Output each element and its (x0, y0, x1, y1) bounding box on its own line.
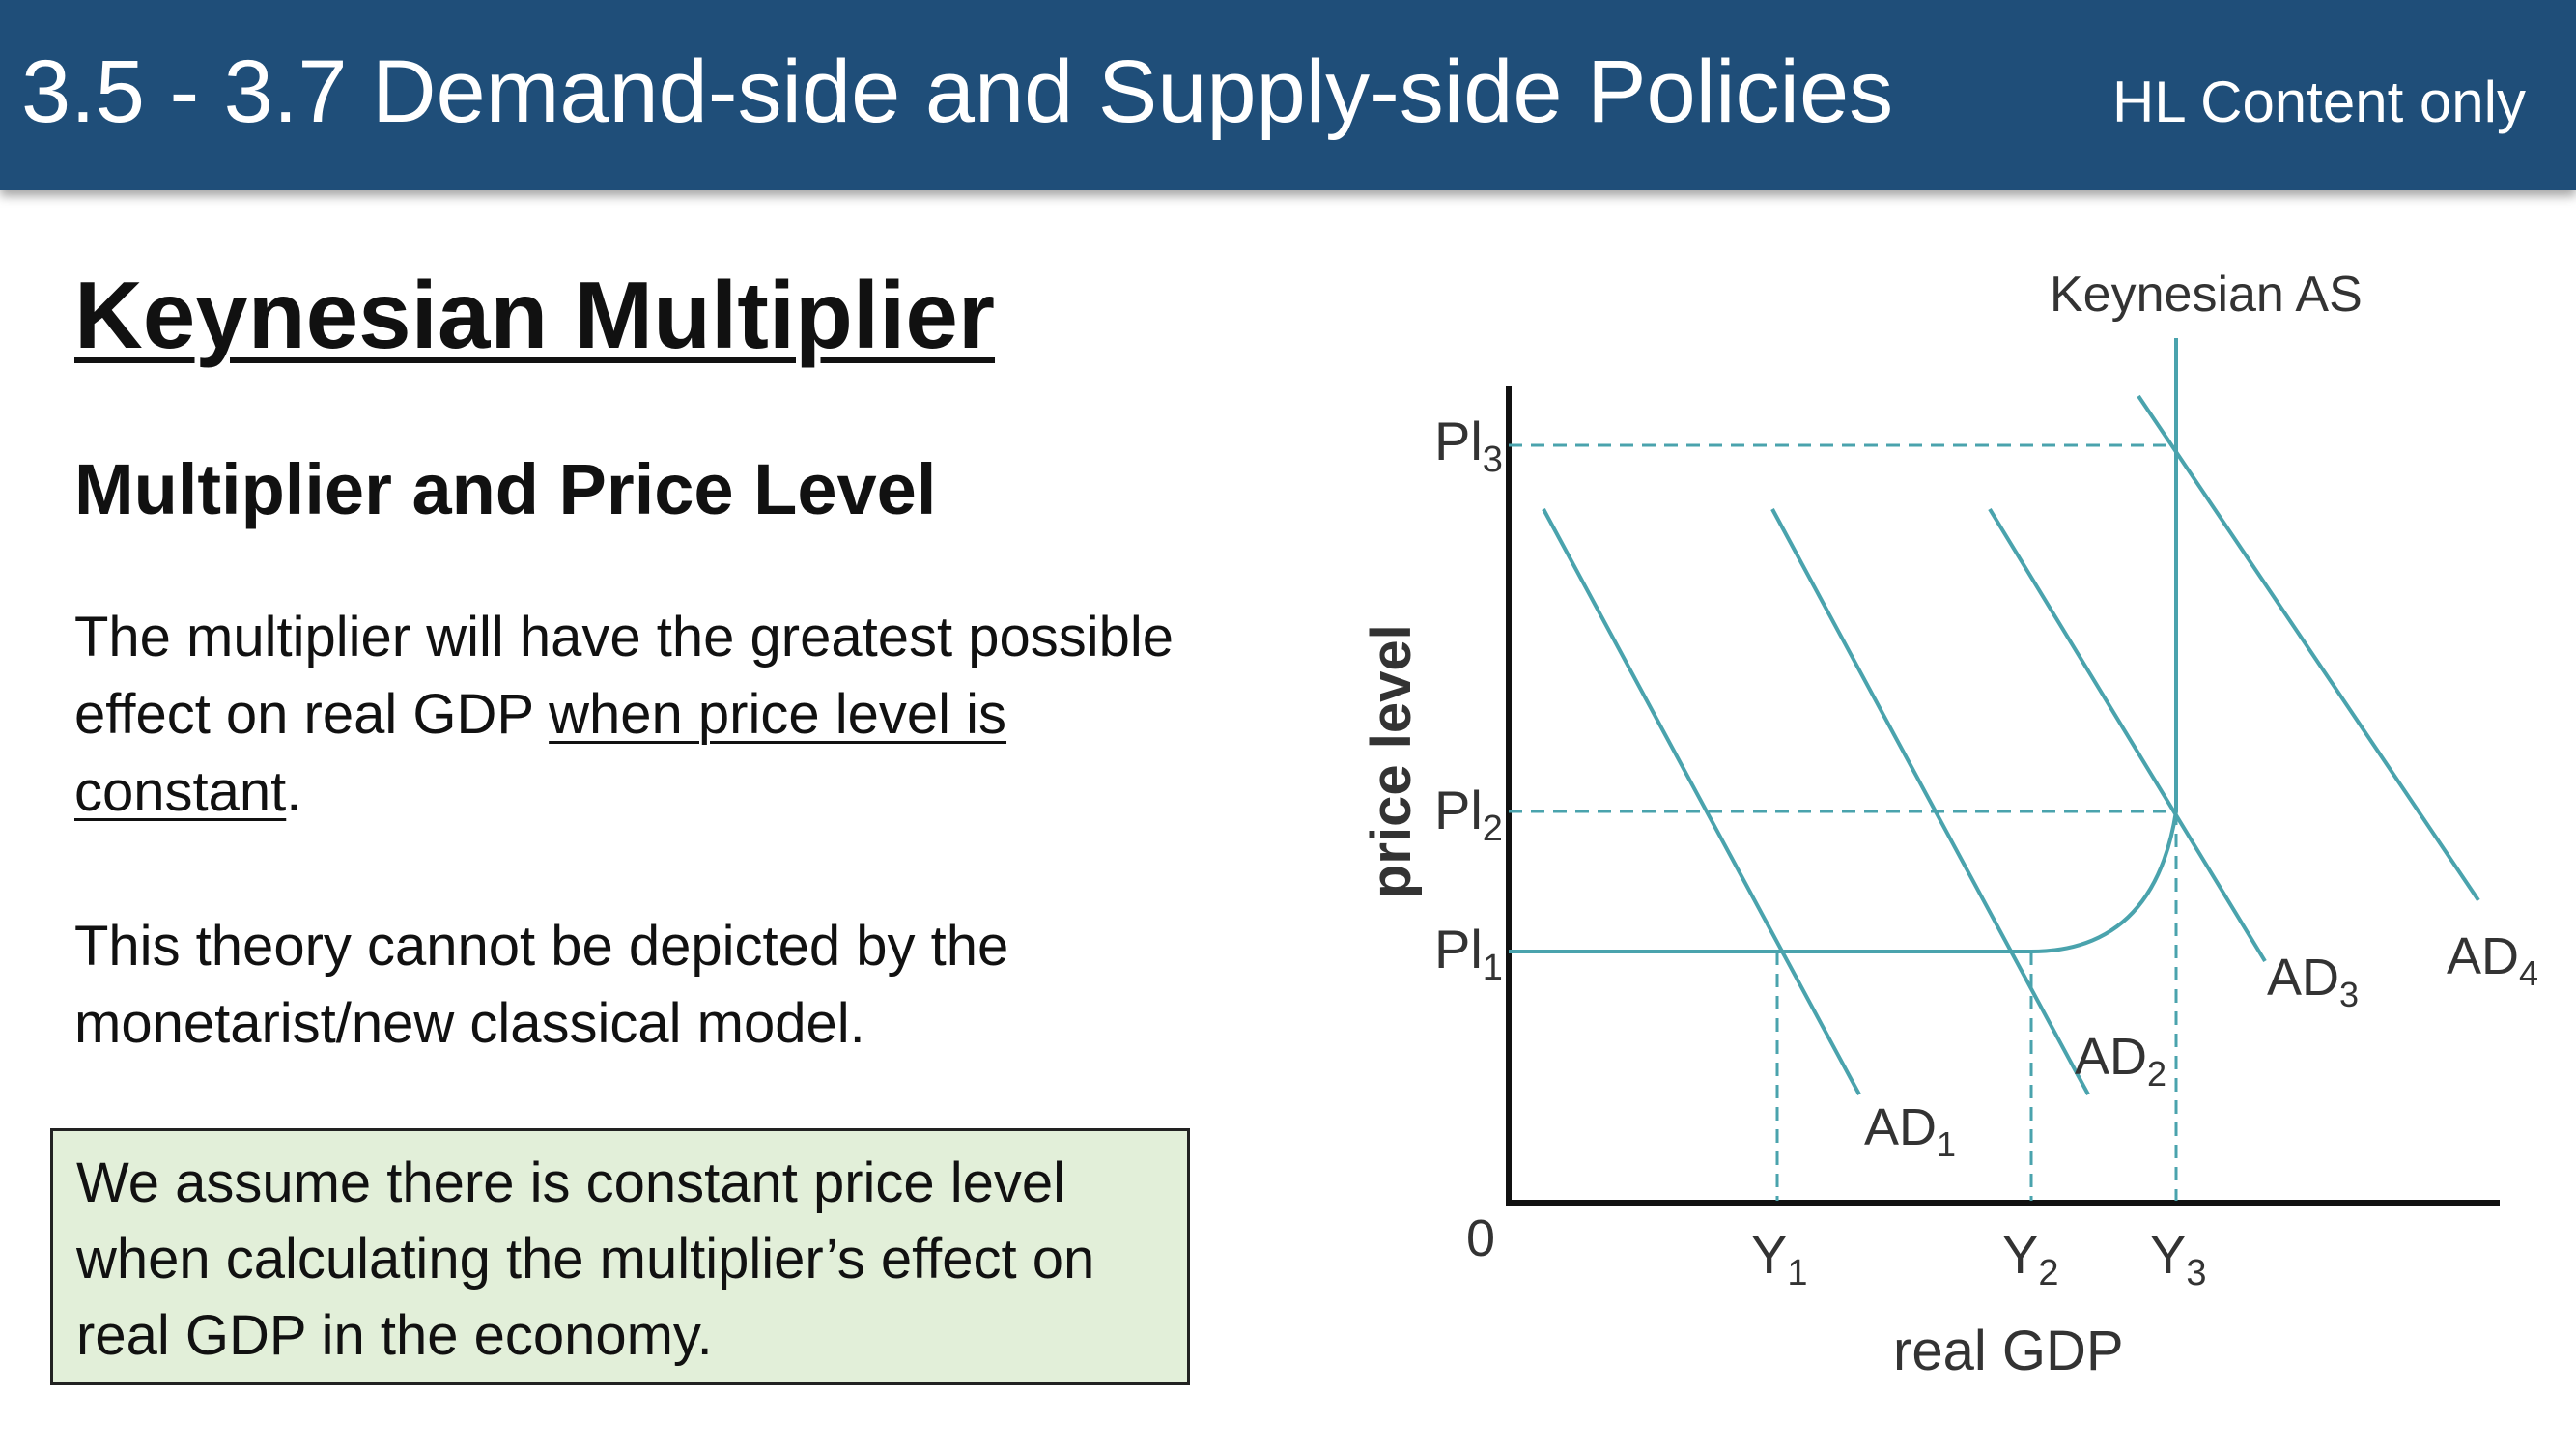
ad1-curve (1542, 508, 1861, 1095)
pl1-label: Pl1 (1434, 919, 1503, 988)
keynesian-as-label: Keynesian AS (2050, 267, 2363, 323)
hl-content-tag: HL Content only (2111, 70, 2526, 134)
paragraph-period: . (286, 760, 302, 823)
theory-paragraph: This theory cannot be depicted by the mo… (74, 915, 1009, 1055)
section-heading: Keynesian Multiplier (74, 262, 996, 368)
y-axis-title: price level (1360, 624, 1423, 898)
sub-heading: Multiplier and Price Level (74, 449, 937, 529)
y2-label: Y2 (2002, 1224, 2059, 1293)
ad2-label: AD2 (2075, 1028, 2166, 1094)
multiplier-paragraph: The multiplier will have the greatest po… (74, 599, 1214, 831)
slide-title: 3.5 - 3.7 Demand-side and Supply-side Po… (21, 43, 1894, 141)
multiplier-graph: Keynesian AS AD1 AD2 AD3 AD4 Pl3 Pl2 Pl1… (1323, 232, 2576, 1439)
x-axis-title: real GDP (1893, 1320, 2124, 1382)
y3-label: Y3 (2150, 1224, 2207, 1293)
underlined-phrase: when price level is constant (74, 683, 1007, 823)
origin-label: 0 (1466, 1209, 1495, 1267)
ad1-label: AD1 (1864, 1098, 1956, 1164)
ad4-label: AD4 (2447, 927, 2538, 993)
assumption-callout: We assume there is constant price level … (50, 1128, 1190, 1385)
pl2-label: Pl2 (1434, 780, 1503, 849)
keynesian-as-curve (1509, 338, 2178, 953)
y1-label: Y1 (1751, 1224, 1808, 1293)
ad3-label: AD3 (2267, 949, 2359, 1014)
ad3-curve (1988, 507, 2267, 963)
ad4-curve (2137, 394, 2480, 902)
paragraph-text: The multiplier will have the greatest po… (74, 606, 1174, 746)
title-banner: 3.5 - 3.7 Demand-side and Supply-side Po… (0, 0, 2576, 190)
pl3-label: Pl3 (1434, 411, 1503, 480)
ad2-curve (1770, 508, 2090, 1095)
